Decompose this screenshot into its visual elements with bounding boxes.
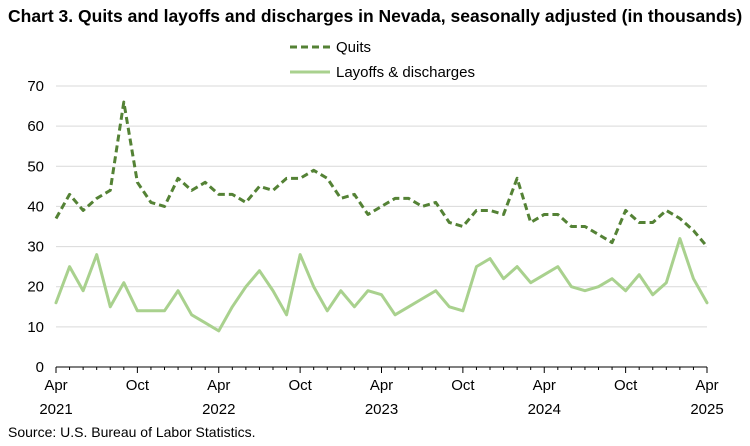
chart-title: Chart 3. Quits and layoffs and discharge…	[8, 6, 743, 26]
y-tick-label-20: 20	[27, 279, 44, 296]
source-note: Source: U.S. Bureau of Labor Statistics.	[8, 424, 256, 440]
x-axis: Apr 2021 Oct Apr 2022 Oct Apr 2023 Oct Apr 2024 Oct…	[39, 366, 724, 418]
x-tick-label-apr: Apr	[695, 377, 718, 394]
x-tick-label-oct: Oct	[288, 377, 312, 394]
y-tick-label-60: 60	[27, 118, 44, 135]
x-tick-label-apr: Apr	[44, 377, 67, 394]
gridlines	[56, 85, 707, 328]
series-line-layoffs-discharges	[54, 237, 709, 333]
y-axis: 0 10 20 30 40 50 60 70	[27, 78, 44, 376]
y-tick-label-70: 70	[27, 78, 44, 95]
x-tick-year-2021: 2021	[39, 401, 72, 418]
x-tick-year-2022: 2022	[202, 401, 235, 418]
legend-label-layoffs-discharges: Layoffs & discharges	[336, 64, 475, 81]
legend: Quits Layoffs & discharges	[290, 39, 475, 81]
x-tick-label-apr: Apr	[207, 377, 230, 394]
x-tick-label-oct: Oct	[451, 377, 475, 394]
y-tick-label-10: 10	[27, 319, 44, 336]
x-tick-label-oct: Oct	[126, 377, 150, 394]
x-tick-year-2024: 2024	[528, 401, 561, 418]
x-tick-year-2025: 2025	[690, 401, 723, 418]
legend-label-quits: Quits	[336, 39, 371, 56]
series-lines	[54, 100, 709, 333]
x-tick-label-oct: Oct	[614, 377, 638, 394]
y-tick-label-0: 0	[36, 359, 44, 376]
y-tick-label-30: 30	[27, 239, 44, 256]
y-tick-label-50: 50	[27, 158, 44, 175]
x-tick-label-apr: Apr	[370, 377, 393, 394]
series-line-quits	[54, 100, 709, 248]
x-tick-year-2023: 2023	[365, 401, 398, 418]
y-tick-label-40: 40	[27, 198, 44, 215]
x-tick-label-apr: Apr	[533, 377, 556, 394]
